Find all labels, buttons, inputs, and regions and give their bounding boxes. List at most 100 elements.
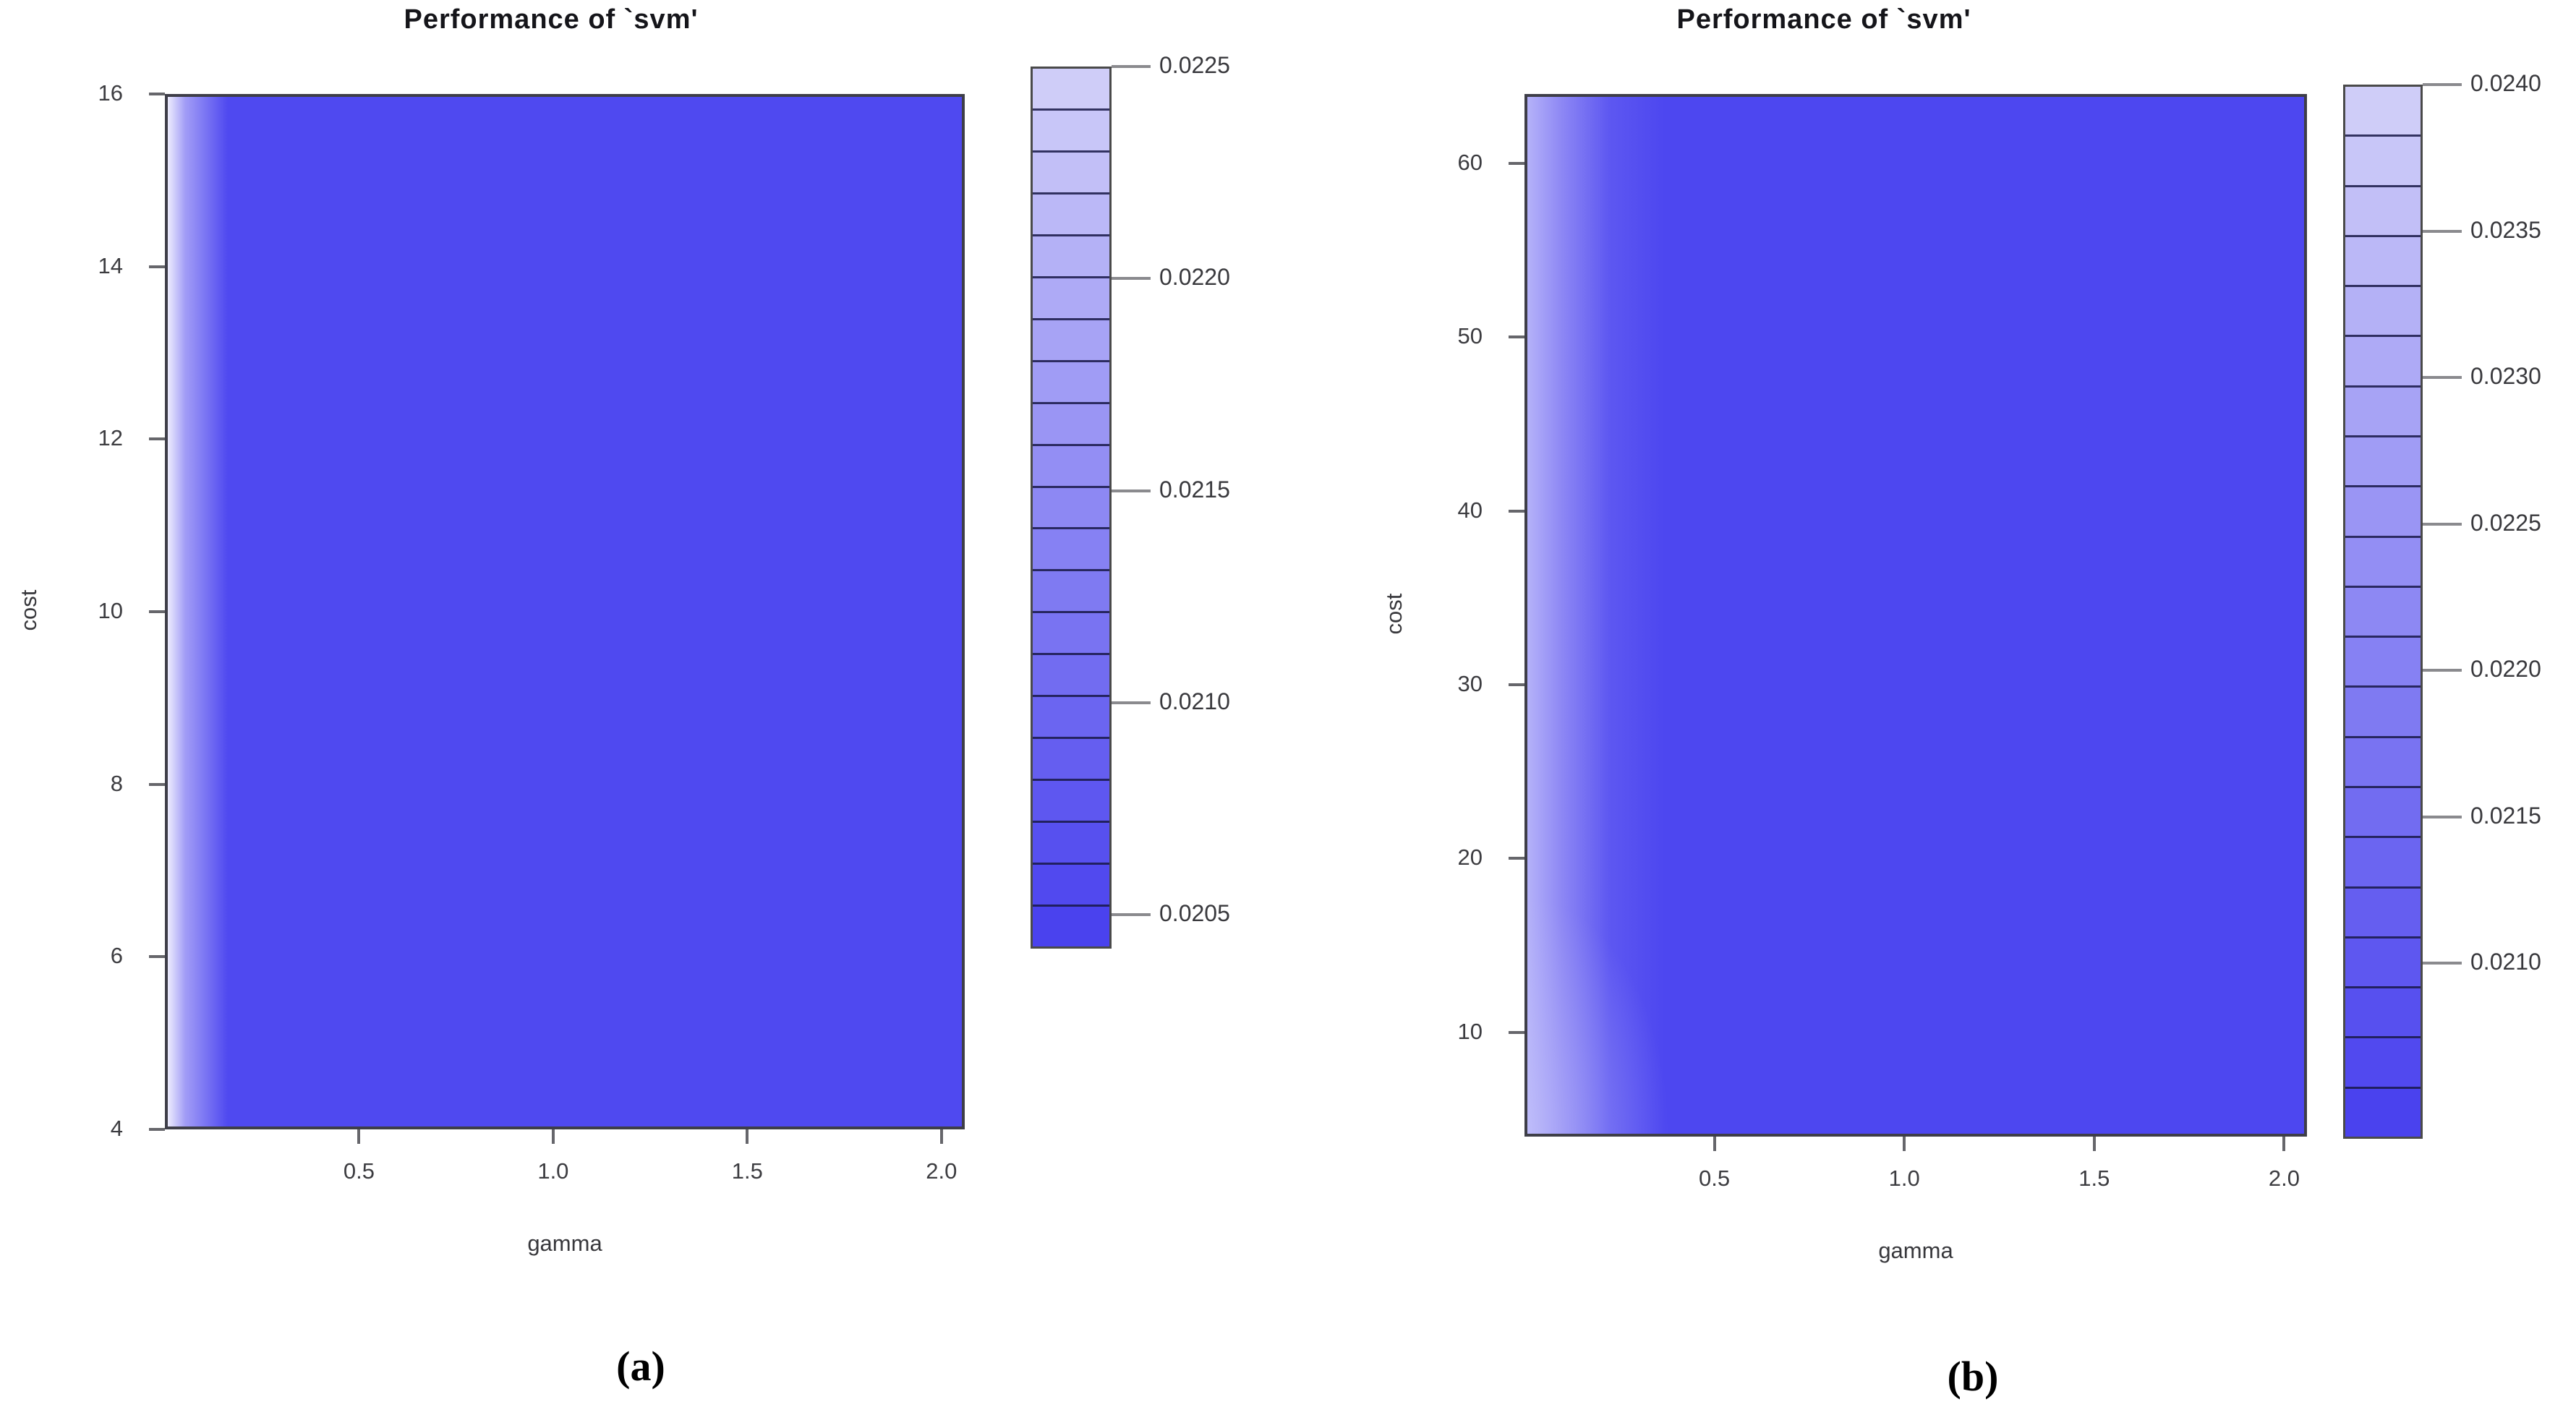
x-tick-label: 1.0 xyxy=(537,1158,569,1184)
colorbar-segment xyxy=(1033,821,1109,863)
colorbar-segment xyxy=(2345,735,2421,786)
y-tick-label: 20 xyxy=(1457,845,1483,871)
y-tick-label: 10 xyxy=(1457,1018,1483,1044)
colorbar-tick-label: 0.0225 xyxy=(2470,509,2541,536)
colorbar-tick-mark xyxy=(2423,669,2462,672)
y-tick-mark xyxy=(1509,335,1524,339)
colorbar-segment xyxy=(1033,527,1109,570)
colorbar-tick-label: 0.0215 xyxy=(2470,802,2541,829)
y-tick-mark xyxy=(149,782,165,786)
colorbar-tick-mark xyxy=(1112,489,1151,492)
figure-caption: (b) xyxy=(1947,1353,1999,1400)
y-tick-label: 16 xyxy=(98,80,123,106)
colorbar-tick-label: 0.0205 xyxy=(1159,900,1230,927)
colorbar-tick-mark xyxy=(2423,229,2462,233)
colorbar-segment xyxy=(1033,695,1109,737)
colorbar-segment xyxy=(2345,385,2421,435)
colorbar-segment xyxy=(1033,359,1109,402)
figure-caption: (a) xyxy=(616,1343,665,1390)
x-tick-label: 1.5 xyxy=(731,1158,763,1184)
colorbar-segment xyxy=(2345,585,2421,636)
colorbar-segment xyxy=(2345,285,2421,335)
x-tick-mark xyxy=(939,1129,943,1144)
x-tick-mark xyxy=(1903,1137,1906,1151)
y-tick-label: 14 xyxy=(98,252,123,278)
colorbar-segment xyxy=(1033,737,1109,779)
colorbar-tick-label: 0.0230 xyxy=(2470,363,2541,389)
x-axis-label: gamma xyxy=(527,1231,602,1256)
colorbar-segment xyxy=(1033,905,1109,947)
colorbar xyxy=(2343,85,2423,1139)
y-tick-label: 40 xyxy=(1457,497,1483,523)
colorbar-segment xyxy=(2345,335,2421,385)
colorbar-tick-label: 0.0235 xyxy=(2470,216,2541,243)
colorbar-segment xyxy=(1033,275,1109,318)
colorbar-tick-mark xyxy=(2423,962,2462,965)
colorbar-segment xyxy=(1033,69,1109,108)
colorbar-segment xyxy=(2345,184,2421,235)
colorbar-segment xyxy=(2345,535,2421,586)
x-tick-mark xyxy=(357,1129,361,1144)
y-tick-label: 12 xyxy=(98,425,123,451)
y-tick-mark xyxy=(149,437,165,441)
x-tick-mark xyxy=(551,1129,555,1144)
x-tick-label: 1.5 xyxy=(2078,1166,2110,1191)
x-tick-mark xyxy=(2092,1137,2096,1151)
colorbar-segment xyxy=(1033,863,1109,905)
x-tick-mark xyxy=(2282,1137,2286,1151)
y-tick-mark xyxy=(149,1128,165,1131)
y-tick-label: 60 xyxy=(1457,150,1483,176)
colorbar-segment xyxy=(2345,1086,2421,1137)
colorbar-segment xyxy=(1033,150,1109,192)
colorbar-segment xyxy=(2345,485,2421,536)
y-tick-label: 30 xyxy=(1457,671,1483,697)
heatmap-surface xyxy=(1527,97,2304,1134)
x-tick-label: 0.5 xyxy=(1699,1166,1731,1191)
colorbar-tick-label: 0.0220 xyxy=(2470,656,2541,682)
colorbar-tick-mark xyxy=(2423,376,2462,379)
colorbar-segment xyxy=(1033,317,1109,360)
colorbar-segment xyxy=(2345,836,2421,886)
x-tick-label: 2.0 xyxy=(926,1158,958,1184)
colorbar-tick-mark xyxy=(1112,65,1151,68)
colorbar-segment xyxy=(1033,611,1109,654)
colorbar-segment xyxy=(2345,936,2421,987)
colorbar-tick-label: 0.0220 xyxy=(1159,264,1230,291)
x-tick-label: 0.5 xyxy=(343,1158,375,1184)
y-tick-mark xyxy=(149,265,165,268)
y-tick-label: 6 xyxy=(110,943,123,969)
colorbar-tick-label: 0.0210 xyxy=(1159,688,1230,714)
y-tick-mark xyxy=(1509,683,1524,687)
colorbar-segment xyxy=(2345,134,2421,185)
panel-title: Performance of `svm' xyxy=(404,4,699,35)
heatmap-plot xyxy=(165,94,965,1129)
panel-title: Performance of `svm' xyxy=(1676,4,1971,35)
x-tick-label: 1.0 xyxy=(1888,1166,1920,1191)
colorbar-segment xyxy=(2345,234,2421,286)
x-axis-label: gamma xyxy=(1878,1238,1953,1263)
colorbar-segment xyxy=(2345,435,2421,486)
y-tick-mark xyxy=(149,955,165,959)
colorbar-tick-label: 0.0215 xyxy=(1159,476,1230,503)
colorbar-segment xyxy=(1033,569,1109,612)
y-tick-mark xyxy=(1509,162,1524,166)
y-tick-label: 4 xyxy=(110,1116,123,1141)
x-tick-label: 2.0 xyxy=(2268,1166,2300,1191)
colorbar-segment xyxy=(1033,108,1109,150)
colorbar-tick-mark xyxy=(2423,83,2462,86)
colorbar-segment xyxy=(2345,636,2421,686)
colorbar-segment xyxy=(2345,685,2421,736)
y-tick-mark xyxy=(149,93,165,95)
colorbar-segment xyxy=(1033,653,1109,696)
x-tick-mark xyxy=(1713,1137,1716,1151)
colorbar-segment xyxy=(1033,485,1109,528)
colorbar-segment xyxy=(1033,234,1109,276)
colorbar-tick-mark xyxy=(1112,701,1151,704)
colorbar-tick-label: 0.0240 xyxy=(2470,70,2541,96)
colorbar-segment xyxy=(2345,886,2421,936)
colorbar-segment xyxy=(2345,1036,2421,1087)
colorbar-tick-label: 0.0225 xyxy=(1159,52,1230,78)
colorbar-segment xyxy=(1033,779,1109,821)
